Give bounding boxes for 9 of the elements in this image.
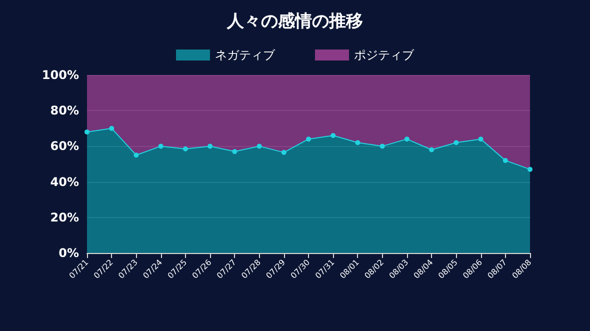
y-tick-label: 60% [50,139,79,154]
legend-label: ネガティブ [215,48,276,62]
y-tick-label: 80% [50,104,79,118]
y-tick-label: 100% [42,68,79,82]
legend-label: ポジティブ [354,48,415,62]
y-tick-label: 40% [50,174,79,189]
chart-title: 人々の感情の推移 [226,12,363,32]
y-tick-label: 20% [50,210,79,224]
y-tick-label: 0% [58,246,79,260]
